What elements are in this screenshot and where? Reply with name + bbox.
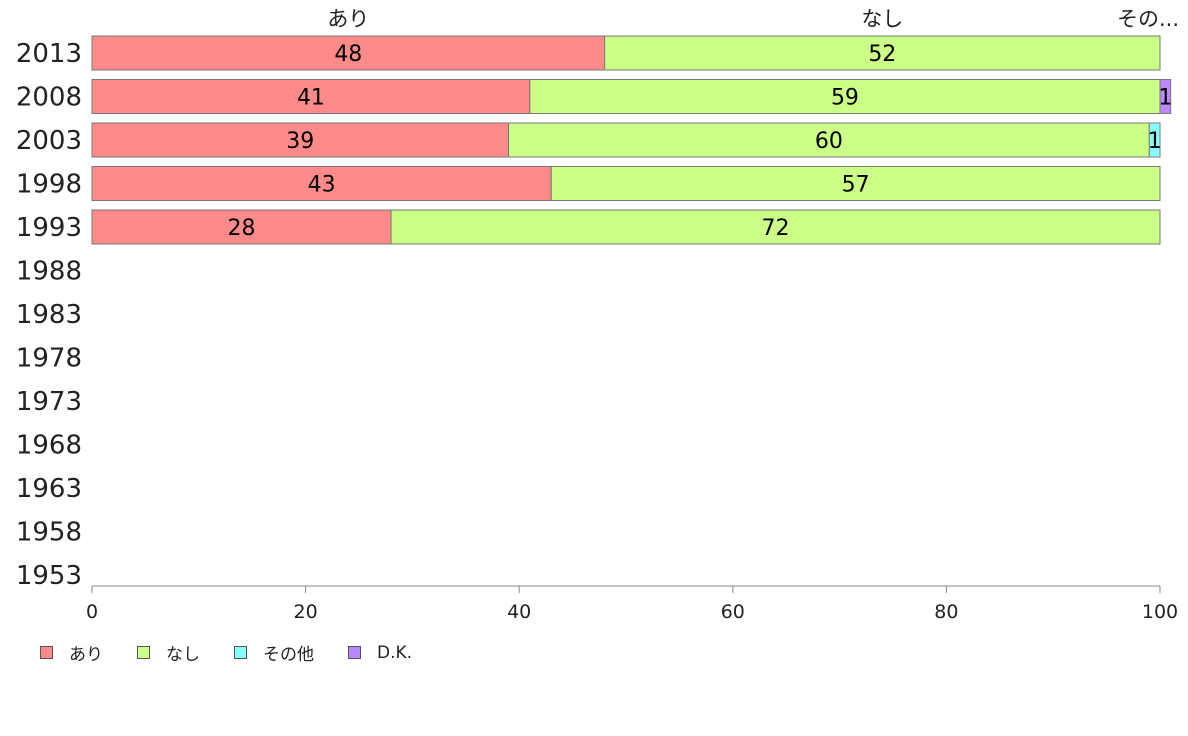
data-label-2013-series-0: 48 <box>334 42 362 67</box>
category-label-1998: 1998 <box>16 170 82 200</box>
top-label-0: あり <box>327 7 369 31</box>
category-label-1953: 1953 <box>16 561 82 591</box>
data-label-2003-series-0: 39 <box>286 129 314 154</box>
category-label-1963: 1963 <box>16 474 82 504</box>
legend: あり なし その他 D.K. <box>40 640 446 665</box>
top-label-1: なし <box>861 7 903 31</box>
data-label-2008-series-3: 1 <box>1158 86 1172 111</box>
category-label-2008: 2008 <box>16 83 82 113</box>
bar-1993-series-0 <box>91 209 392 245</box>
data-label-2008-series-0: 41 <box>297 86 325 111</box>
data-label-2013-series-1: 52 <box>868 42 896 67</box>
legend-item-sonota: その他 <box>234 640 314 665</box>
legend-item-nashi: なし <box>137 640 200 665</box>
data-label-1998-series-0: 43 <box>308 173 336 198</box>
bar-2008-series-1 <box>529 79 1161 114</box>
legend-label-dk: D.K. <box>377 642 413 663</box>
legend-item-dk: D.K. <box>348 643 412 663</box>
bar-2003-series-2 <box>1148 122 1161 158</box>
legend-label-nashi: なし <box>166 645 200 665</box>
data-label-1993-series-0: 28 <box>228 216 256 241</box>
category-label-1993: 1993 <box>16 213 82 243</box>
bar-1993-series-1 <box>390 209 1161 245</box>
x-tick-label-100: 100 <box>1142 601 1178 623</box>
data-label-2008-series-1: 59 <box>831 86 859 111</box>
bar-1998-series-1 <box>550 166 1161 201</box>
bar-2003-series-1 <box>508 122 1150 158</box>
bar-1998-series-0 <box>91 166 552 201</box>
bar-2008-series-3 <box>1159 79 1172 114</box>
category-label-2003: 2003 <box>16 126 82 156</box>
category-label-1968: 1968 <box>16 431 82 461</box>
legend-swatch-sonota <box>234 646 247 659</box>
data-label-1993-series-1: 72 <box>762 216 790 241</box>
data-label-1998-series-1: 57 <box>842 173 870 198</box>
x-tick-label-20: 20 <box>294 601 318 623</box>
legend-swatch-dk <box>348 646 361 659</box>
bar-2008-series-0 <box>91 79 531 114</box>
category-label-1973: 1973 <box>16 387 82 417</box>
category-label-2013: 2013 <box>16 39 82 69</box>
data-label-2003-series-1: 60 <box>815 129 843 154</box>
x-tick-label-80: 80 <box>934 601 958 623</box>
x-tick-label-60: 60 <box>721 601 745 623</box>
bar-2003-series-0 <box>91 122 510 158</box>
category-label-1978: 1978 <box>16 344 82 374</box>
legend-label-sonota: その他 <box>263 645 314 665</box>
legend-item-ari: あり <box>40 640 103 665</box>
legend-label-ari: あり <box>69 645 103 665</box>
x-tick-label-0: 0 <box>86 601 98 623</box>
x-tick-label-40: 40 <box>507 601 531 623</box>
category-label-1988: 1988 <box>16 257 82 287</box>
legend-swatch-ari <box>40 646 53 659</box>
data-label-2003-series-2: 1 <box>1148 129 1162 154</box>
legend-swatch-nashi <box>137 646 150 659</box>
bar-2013-series-0 <box>91 35 606 71</box>
category-label-1983: 1983 <box>16 300 82 330</box>
top-label-2: その... <box>1117 7 1179 31</box>
bar-2013-series-1 <box>604 35 1161 71</box>
category-label-1958: 1958 <box>16 518 82 548</box>
